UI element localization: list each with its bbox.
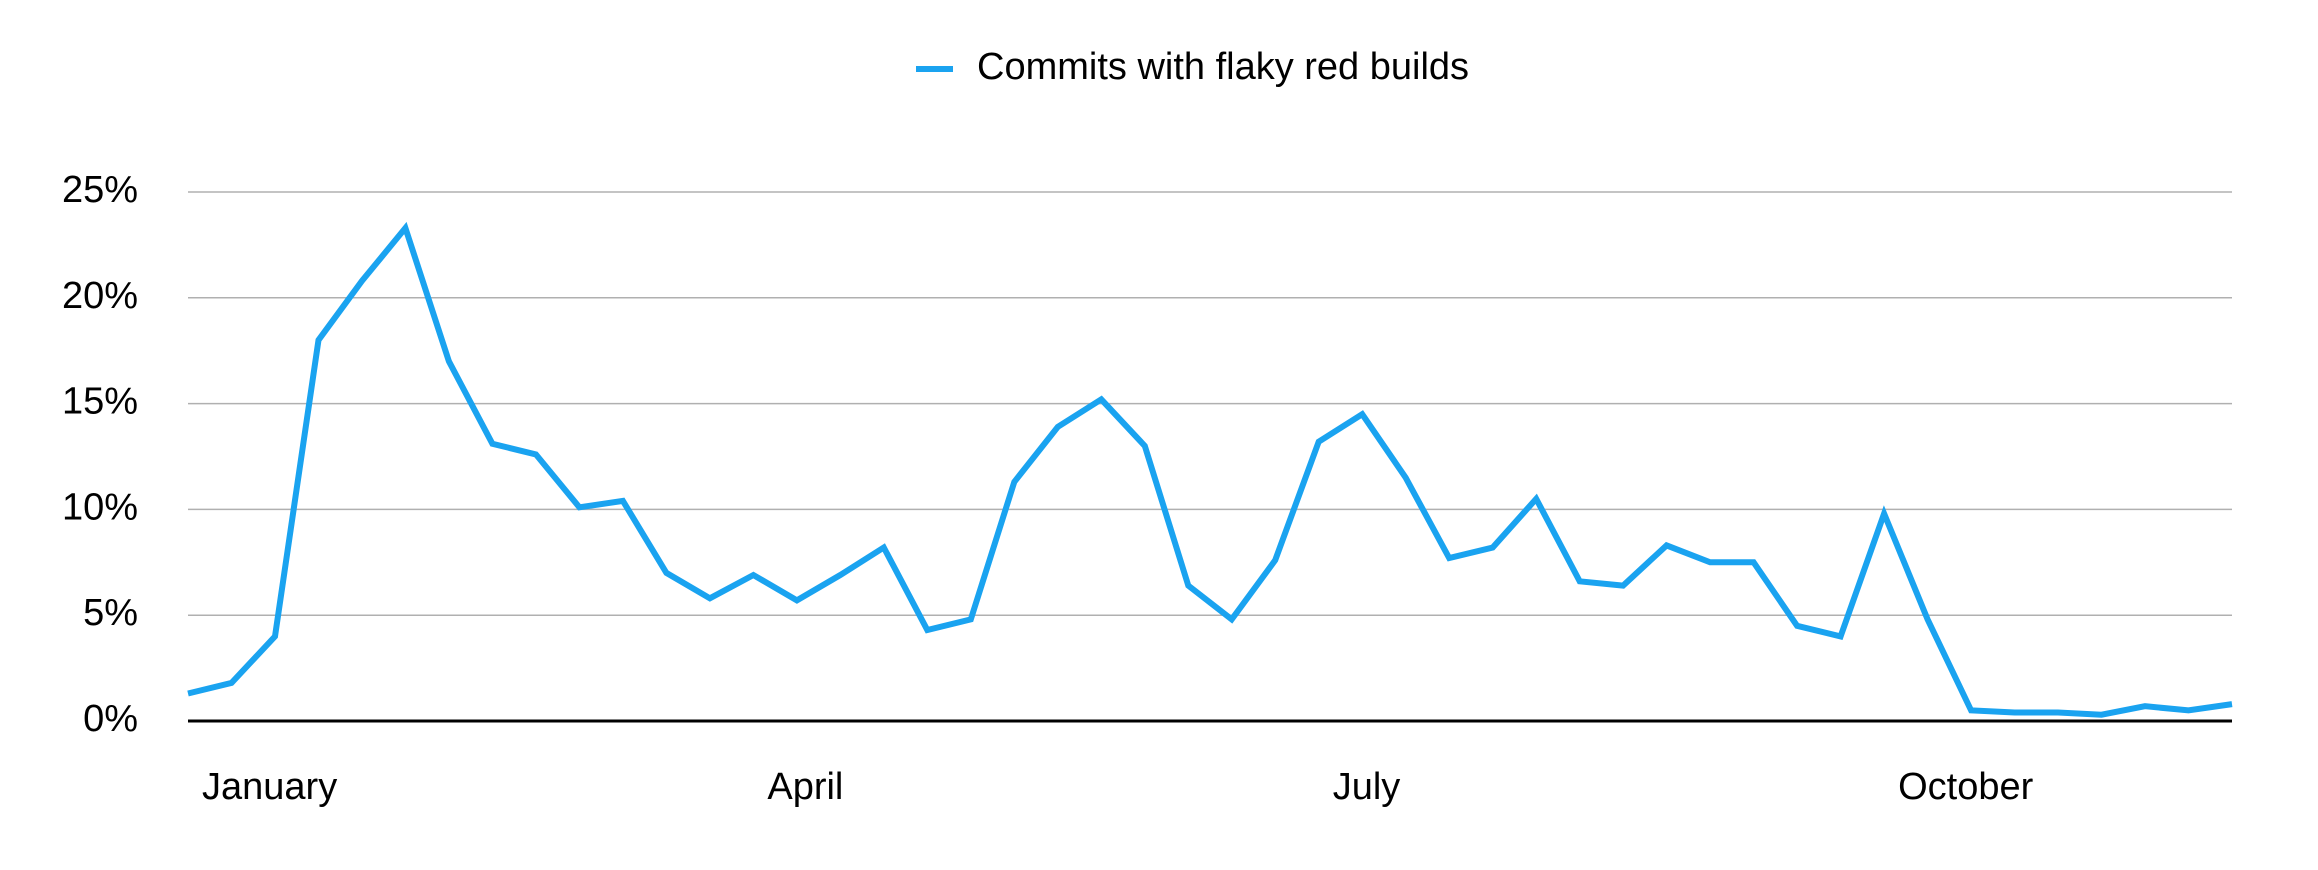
y-tick-label: 25% [62, 169, 138, 211]
x-tick-label: July [1333, 766, 1401, 808]
line [187, 221, 2233, 718]
x-tick-label: April [767, 766, 843, 808]
x-tick-label: October [1898, 766, 2034, 808]
y-tick-label: 0% [83, 698, 138, 740]
y-tick-label: 5% [83, 592, 138, 634]
y-tick-label: 10% [62, 486, 138, 528]
y-tick-label: 20% [62, 275, 138, 317]
legend-label: Commits with flaky red builds [977, 46, 1469, 88]
y-tick-label: 15% [62, 381, 138, 423]
x-tick-label: January [202, 766, 337, 808]
